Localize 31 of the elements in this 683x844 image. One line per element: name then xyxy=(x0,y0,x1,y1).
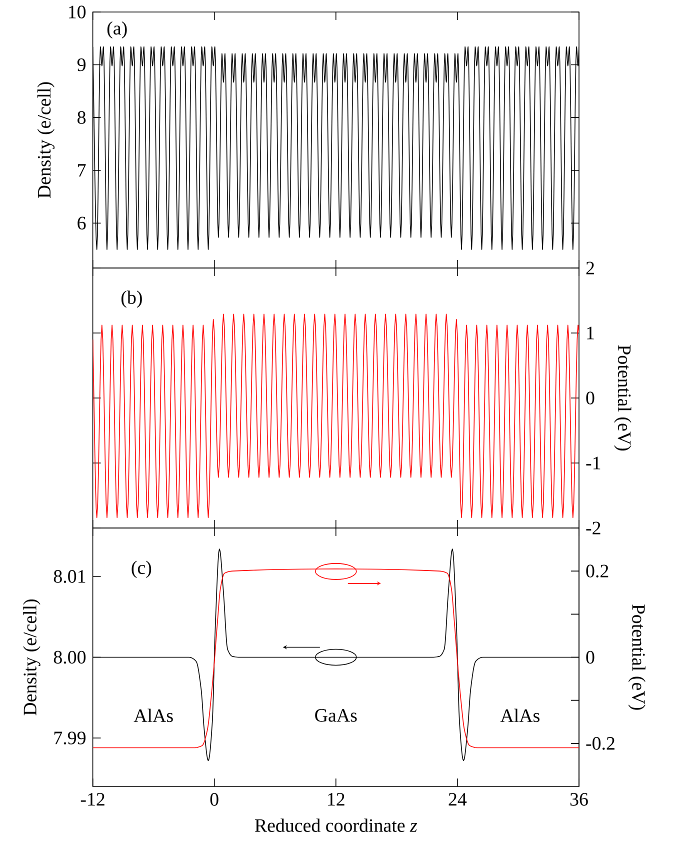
annotation: AlAs xyxy=(134,708,173,722)
x-axis-title: Reduced coordinate z xyxy=(254,818,418,832)
y-axis-title: Density (e/cell) xyxy=(37,82,55,198)
y-tick-label: -1 xyxy=(586,456,600,470)
y2-tick-label: 0.2 xyxy=(586,564,608,578)
annotation: (b) xyxy=(121,290,142,308)
annotation: (a) xyxy=(107,21,127,38)
y-tick-label: 6 xyxy=(78,216,86,230)
x-tick-label: 0 xyxy=(210,793,218,806)
y-axis-title: Potential (eV) xyxy=(614,345,632,451)
y2-axis-title: Potential (eV) xyxy=(628,604,646,710)
y-tick-label: 10 xyxy=(69,6,86,18)
x-tick-label: -12 xyxy=(80,793,104,806)
y-tick-label: 1 xyxy=(587,326,594,340)
y-tick-label: 7.99 xyxy=(54,732,86,744)
y-tick-label: 2 xyxy=(586,262,594,274)
y-tick-label: 8 xyxy=(78,111,86,124)
annotation: AlAs xyxy=(500,708,540,722)
y2-tick-label: -0.2 xyxy=(586,737,614,750)
y-tick-label: 8.01 xyxy=(54,570,86,583)
x-tick-label: 36 xyxy=(570,793,588,806)
y-tick-label: 9 xyxy=(77,58,86,72)
y-tick-label: 0 xyxy=(586,392,594,404)
annotation: (c) xyxy=(132,560,152,578)
x-tick-label: 12 xyxy=(328,793,344,806)
y-tick-label: 8.00 xyxy=(54,650,86,664)
y-axis-title: Density (e/cell) xyxy=(23,599,40,716)
y-tick-label: 7 xyxy=(78,164,86,177)
x-tick-label: 24 xyxy=(448,793,467,806)
y-tick-label: -2 xyxy=(586,522,600,534)
annotation: GaAs xyxy=(315,709,357,722)
